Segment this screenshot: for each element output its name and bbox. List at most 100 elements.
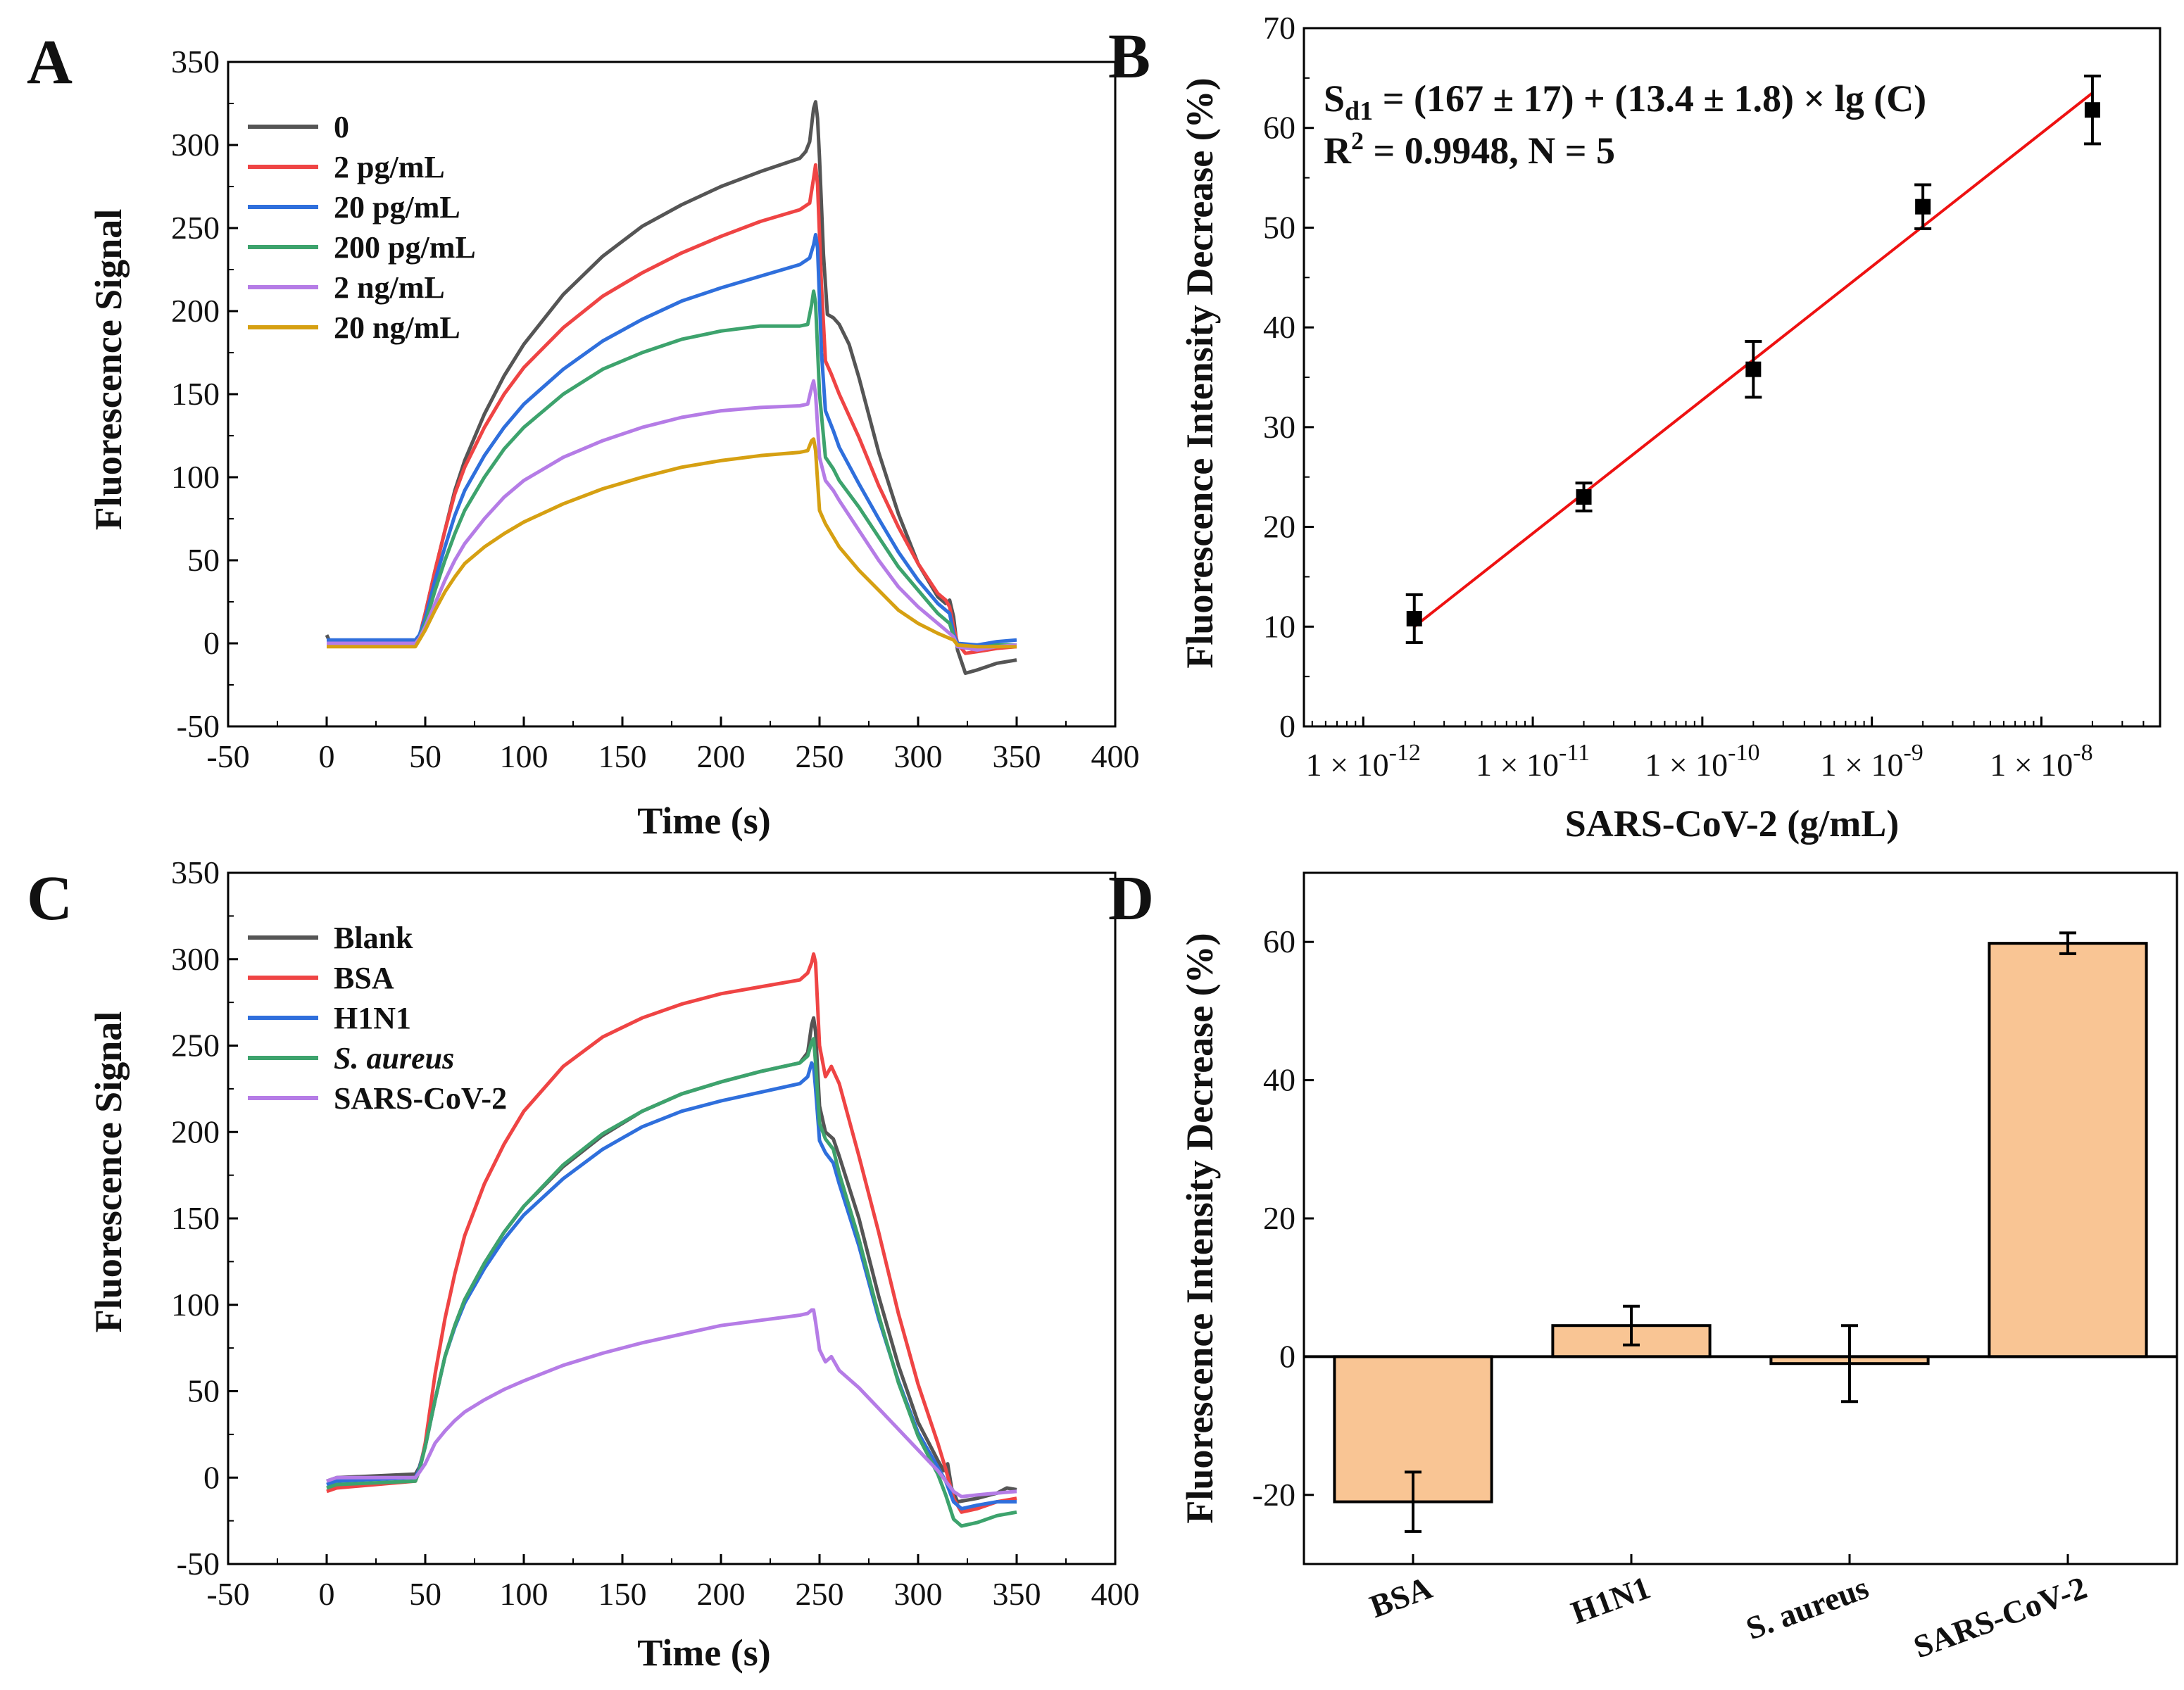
fit-statistics-body: = 0.9948, N = 5 <box>1364 130 1615 172</box>
x-tick-label: 250 <box>796 738 844 774</box>
x-tick-label: 150 <box>598 1576 647 1612</box>
x-tick-label: 350 <box>993 1576 1041 1612</box>
y-tick-label: 50 <box>187 1373 220 1409</box>
x-tick-label: 400 <box>1091 1576 1140 1612</box>
x-tick-label: 1 × 10-8 <box>1990 740 2092 783</box>
panel-letter-d: D <box>1108 864 1154 933</box>
plot-frame <box>1303 871 2178 1565</box>
y-tick-label: 60 <box>1263 110 1295 146</box>
x-tick-label: 350 <box>993 738 1041 774</box>
x-tick-label: 1 × 10-12 <box>1306 740 1421 783</box>
legend-label: 2 ng/mL <box>334 270 445 305</box>
legend-label: S. aureus <box>334 1041 454 1076</box>
y-tick-label: 0 <box>203 625 220 661</box>
legend-label: BSA <box>334 961 394 995</box>
legend-label: 0 <box>334 110 349 144</box>
panel-b: B 0 10 20 30 40 50 60 70 1 × 10-12 1 × 10-11 1 × … <box>1108 10 2161 845</box>
y-tick-label: 300 <box>171 127 220 163</box>
fit-equation: Sd1 = (167 ± 17) + (13.4 ± 1.8) × lg (C) <box>1324 77 1926 126</box>
y-tick-label: 250 <box>171 210 220 246</box>
equation-body: = (167 ± 17) + (13.4 ± 1.8) × lg (C) <box>1373 77 1926 120</box>
y-tick-label: 40 <box>1263 1062 1295 1098</box>
series-line-2 <box>326 952 1017 1514</box>
y-tick-label: 40 <box>1263 309 1295 345</box>
x-tick-label: 1 × 10-10 <box>1645 740 1759 783</box>
y-tick-label: 100 <box>171 1287 220 1323</box>
plot-frame <box>1303 27 2161 728</box>
equation-symbol: S <box>1324 77 1345 120</box>
y-tick-label: 30 <box>1263 409 1295 445</box>
line-series-group <box>325 100 1017 675</box>
y-axis-label: Fluorescence Signal <box>87 209 130 530</box>
data-point <box>1915 198 1931 215</box>
y-tick-label: 50 <box>1263 209 1295 245</box>
y-tick-label: 0 <box>1279 708 1295 744</box>
data-point <box>1745 361 1762 377</box>
series-line-4 <box>327 289 1017 650</box>
series-line-2 <box>327 163 1017 655</box>
category-labels: BSA H1N1 S. aureus SARS-CoV-2 <box>1365 1569 2092 1665</box>
equation-subscript: d1 <box>1345 96 1373 126</box>
panel-letter-b: B <box>1108 22 1150 92</box>
y-tick-label: -20 <box>1253 1477 1295 1513</box>
series-line-5 <box>326 1308 1017 1499</box>
x-axis-label: Time (s) <box>637 800 770 842</box>
y-tick-label: 250 <box>171 1028 220 1064</box>
y-tick-label: 0 <box>203 1459 220 1495</box>
series-line-6 <box>327 437 1017 649</box>
x-tick-label: 0 <box>319 738 335 774</box>
x-tick-label: 200 <box>697 738 746 774</box>
r-superscript: 2 <box>1351 127 1364 155</box>
legend-label: H1N1 <box>334 1001 411 1035</box>
panel-letter-c: C <box>27 864 73 933</box>
x-tick-label: 1 × 10-9 <box>1821 740 1923 783</box>
legend-label: 20 pg/mL <box>334 190 460 225</box>
y-tick-label: 150 <box>171 1200 220 1236</box>
r-symbol: R <box>1324 130 1352 172</box>
category-label: BSA <box>1365 1569 1437 1625</box>
x-axis-label: SARS-CoV-2 (g/mL) <box>1565 802 1899 845</box>
y-axis-label: Fluorescence Intensity Decrease (%) <box>1179 933 1221 1523</box>
y-tick-label: 350 <box>171 44 220 80</box>
x-tick-label: 1 × 10-11 <box>1476 740 1590 783</box>
x-tick-label: 0 <box>319 1576 335 1612</box>
legend-label: 20 ng/mL <box>334 310 460 345</box>
data-point <box>1406 610 1422 626</box>
y-tick-label: 0 <box>1279 1338 1295 1374</box>
x-tick-label: 200 <box>697 1576 746 1612</box>
fit-statistics: R2 = 0.9948, N = 5 <box>1324 127 1615 172</box>
scatter-points <box>1405 75 2101 644</box>
y-axis-label: Fluorescence Intensity Decrease (%) <box>1179 77 1221 668</box>
y-axis-label: Fluorescence Signal <box>87 1011 130 1332</box>
x-tick-label: -50 <box>206 1576 249 1612</box>
legend-label: 2 pg/mL <box>334 150 445 184</box>
y-tick-label: 50 <box>187 542 220 578</box>
y-tick-label: 10 <box>1263 608 1295 644</box>
panel-letter-a: A <box>27 27 73 97</box>
y-tick-label: -50 <box>177 1546 220 1582</box>
y-tick-label: 20 <box>1263 1200 1295 1236</box>
category-label: H1N1 <box>1567 1569 1655 1630</box>
y-tick-label: 200 <box>171 1114 220 1149</box>
y-tick-label: 200 <box>171 293 220 329</box>
y-tick-label: -50 <box>177 708 220 744</box>
panel-a: A -50 0 50 100 150 200 250 300 350 -50 0 50 100 150 2… <box>27 27 1140 842</box>
x-tick-label: 250 <box>796 1576 844 1612</box>
legend-label: SARS-CoV-2 <box>334 1081 507 1116</box>
category-label: SARS-CoV-2 <box>1909 1569 2091 1665</box>
x-tick-label: 50 <box>409 738 441 774</box>
y-tick-label: 20 <box>1263 509 1295 545</box>
x-axis-label: Time (s) <box>637 1632 770 1674</box>
x-tick-label: -50 <box>206 738 249 774</box>
data-point <box>1576 489 1592 505</box>
x-tick-label: 300 <box>894 1576 943 1612</box>
series-line-3 <box>326 1061 1017 1511</box>
legend-label: 200 pg/mL <box>334 230 476 265</box>
panel-c: C -50 0 50 100 150 200 250 300 350 -50 0 50 100 150 2… <box>27 855 1140 1674</box>
series-line-5 <box>327 379 1017 652</box>
bar-group <box>1333 931 2148 1564</box>
data-point <box>2084 102 2100 118</box>
y-tick-label: 300 <box>171 941 220 977</box>
line-series-group <box>326 952 1017 1528</box>
